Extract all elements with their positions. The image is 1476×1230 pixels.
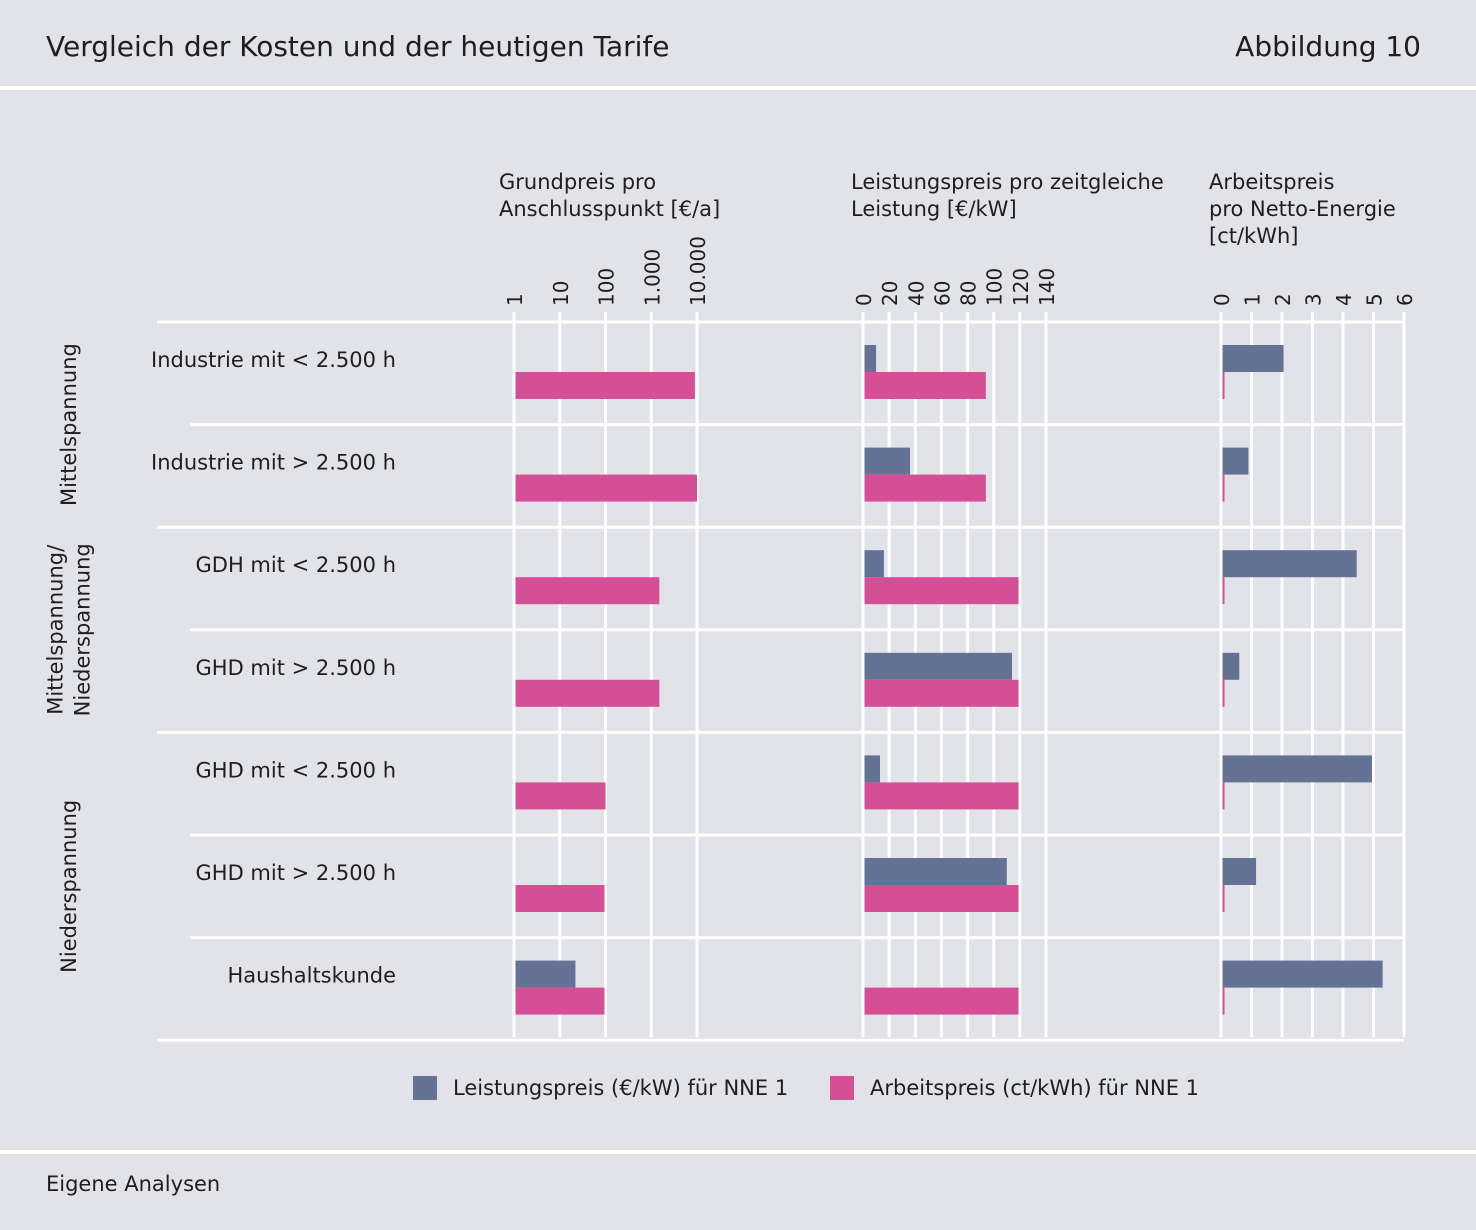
bar-leistung <box>864 755 880 783</box>
tick-label: 20 <box>878 281 902 306</box>
panel-title: Leistungspreis pro zeitgleiche <box>851 170 1164 194</box>
panel-title: [ct/kWh] <box>1209 224 1298 248</box>
tick-label: 100 <box>983 268 1007 306</box>
legend-label-leistung: Leistungspreis (€/kW) für NNE 1 <box>453 1076 789 1100</box>
bar-arbeit <box>515 782 606 810</box>
tick-label: 2 <box>1271 293 1295 306</box>
group-label: Niederspannung <box>57 800 81 973</box>
bar-leistung <box>1222 858 1257 885</box>
panel-title: Leistung [€/kW] <box>851 197 1017 221</box>
tick-label: 120 <box>1009 268 1033 306</box>
bar-arbeit <box>1222 987 1225 1015</box>
tick-label: 10.000 <box>686 236 710 306</box>
tick-label: 0 <box>1210 293 1234 306</box>
bar-leistung <box>515 960 576 988</box>
bar-arbeit <box>864 987 1019 1015</box>
bar-arbeit <box>515 987 605 1015</box>
tick-label: 140 <box>1035 268 1059 306</box>
category-label: Industrie mit > 2.500 h <box>151 451 396 475</box>
bar-arbeit <box>515 577 660 605</box>
bar-arbeit <box>515 885 605 912</box>
bar-arbeit <box>1222 577 1225 605</box>
group-label: Mittelspannung/ <box>44 544 68 715</box>
panel-title: Grundpreis pro <box>499 170 656 194</box>
category-label: GHD mit > 2.500 h <box>196 861 396 885</box>
group-label: Niederspannung <box>71 543 95 716</box>
bar-arbeit <box>515 372 695 399</box>
bar-arbeit <box>515 474 697 502</box>
bar-leistung <box>864 447 911 475</box>
tick-label: 3 <box>1302 293 1326 306</box>
source-note: Eigene Analysen <box>46 1172 221 1196</box>
tick-label: 100 <box>595 268 619 306</box>
bar-arbeit <box>864 577 1019 605</box>
legend-item-leistung: Leistungspreis (€/kW) für NNE 1 <box>413 1076 788 1100</box>
legend-swatch-arbeit <box>830 1076 854 1100</box>
tick-label: 40 <box>904 281 928 306</box>
tick-label: 1 <box>1241 293 1265 306</box>
figure-number: Abbildung 10 <box>1235 30 1421 63</box>
bar-arbeit <box>1222 782 1225 810</box>
tick-label: 0 <box>852 293 876 306</box>
bar-leistung <box>1222 447 1249 475</box>
panel-title: Anschlusspunkt [€/a] <box>499 197 720 221</box>
category-label: GDH mit < 2.500 h <box>196 553 396 577</box>
tick-label: 6 <box>1393 293 1417 306</box>
group-label: Mittelspannung <box>57 343 81 506</box>
tick-label: 4 <box>1332 293 1356 306</box>
tick-label: 60 <box>930 281 954 306</box>
category-label: Industrie mit < 2.500 h <box>151 348 396 372</box>
bar-arbeit <box>864 372 986 399</box>
tick-label: 10 <box>549 281 573 306</box>
bar-arbeit <box>864 474 986 502</box>
tick-label: 80 <box>957 281 981 306</box>
bar-leistung <box>864 345 877 372</box>
bar-leistung <box>1222 652 1240 680</box>
bar-arbeit <box>1222 372 1225 399</box>
bar-arbeit <box>515 679 660 707</box>
footer-divider <box>0 1150 1476 1154</box>
chart-title: Vergleich der Kosten und der heutigen Ta… <box>46 30 670 63</box>
legend-label-arbeit: Arbeitspreis (ct/kWh) für NNE 1 <box>870 1076 1200 1100</box>
panel-title: Arbeitspreis <box>1209 170 1334 194</box>
legend-swatch-leistung <box>413 1076 437 1100</box>
bar-leistung <box>1222 550 1357 578</box>
bar-leistung <box>1222 755 1372 783</box>
panel-title: pro Netto-Energie <box>1209 197 1396 221</box>
bar-leistung <box>1222 345 1284 372</box>
bar-leistung <box>1222 960 1383 988</box>
bar-leistung <box>864 652 1013 680</box>
bar-arbeit <box>864 885 1019 912</box>
bar-arbeit <box>864 679 1019 707</box>
category-label: GHD mit < 2.500 h <box>196 758 396 782</box>
category-label: Haushaltskunde <box>228 964 396 988</box>
bar-arbeit <box>1222 474 1225 502</box>
category-label: GHD mit > 2.500 h <box>196 656 396 680</box>
header-divider <box>0 86 1476 90</box>
tick-label: 1 <box>503 293 527 306</box>
bar-leistung <box>864 550 884 578</box>
tick-label: 1.000 <box>640 249 664 306</box>
legend-item-arbeit: Arbeitspreis (ct/kWh) für NNE 1 <box>830 1076 1199 1100</box>
bar-arbeit <box>1222 679 1225 707</box>
bar-arbeit <box>1222 885 1225 912</box>
bar-arbeit <box>864 782 1019 810</box>
bar-leistung <box>864 858 1007 885</box>
tick-label: 5 <box>1363 293 1387 306</box>
